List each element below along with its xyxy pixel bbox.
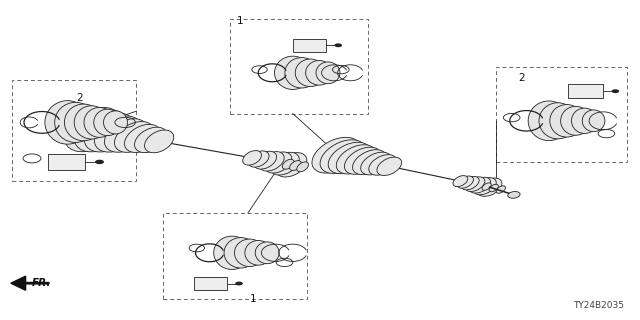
Ellipse shape bbox=[312, 137, 360, 173]
Ellipse shape bbox=[275, 56, 311, 89]
Ellipse shape bbox=[125, 124, 161, 153]
Ellipse shape bbox=[344, 147, 381, 174]
Ellipse shape bbox=[461, 176, 479, 190]
Ellipse shape bbox=[84, 108, 115, 137]
Ellipse shape bbox=[496, 186, 506, 193]
Ellipse shape bbox=[264, 152, 292, 173]
Ellipse shape bbox=[248, 151, 269, 167]
Bar bbox=[12, 80, 136, 181]
Ellipse shape bbox=[508, 192, 520, 198]
Bar bbox=[49, 154, 86, 170]
Ellipse shape bbox=[572, 108, 598, 133]
Ellipse shape bbox=[457, 176, 474, 188]
Bar bbox=[568, 84, 604, 99]
Ellipse shape bbox=[539, 103, 577, 139]
Ellipse shape bbox=[65, 108, 121, 152]
Ellipse shape bbox=[489, 184, 499, 192]
Ellipse shape bbox=[469, 177, 490, 193]
Bar bbox=[496, 67, 627, 162]
Ellipse shape bbox=[289, 161, 301, 171]
Ellipse shape bbox=[336, 145, 376, 174]
Ellipse shape bbox=[328, 142, 371, 174]
Ellipse shape bbox=[224, 237, 257, 268]
Ellipse shape bbox=[74, 110, 128, 152]
Ellipse shape bbox=[297, 162, 308, 172]
Circle shape bbox=[236, 282, 243, 285]
Polygon shape bbox=[11, 276, 26, 290]
Ellipse shape bbox=[377, 157, 402, 175]
Ellipse shape bbox=[65, 104, 102, 141]
Ellipse shape bbox=[104, 111, 127, 134]
Ellipse shape bbox=[369, 155, 396, 175]
Ellipse shape bbox=[295, 59, 326, 86]
Bar bbox=[193, 277, 227, 290]
Ellipse shape bbox=[353, 150, 386, 175]
Bar bbox=[292, 38, 326, 52]
Ellipse shape bbox=[453, 176, 468, 187]
Ellipse shape bbox=[276, 153, 307, 177]
Ellipse shape bbox=[45, 100, 90, 144]
Circle shape bbox=[612, 89, 620, 93]
Text: TY24B2035: TY24B2035 bbox=[573, 301, 624, 310]
Ellipse shape bbox=[115, 122, 154, 152]
Ellipse shape bbox=[482, 183, 492, 190]
Ellipse shape bbox=[528, 101, 570, 141]
Ellipse shape bbox=[94, 109, 121, 136]
Ellipse shape bbox=[282, 159, 294, 169]
Ellipse shape bbox=[316, 62, 340, 84]
FancyArrowPatch shape bbox=[17, 280, 49, 286]
Ellipse shape bbox=[550, 105, 584, 137]
Ellipse shape bbox=[104, 119, 147, 152]
Ellipse shape bbox=[473, 178, 496, 195]
Ellipse shape bbox=[84, 113, 134, 152]
Text: 1: 1 bbox=[237, 16, 243, 26]
Ellipse shape bbox=[243, 151, 262, 165]
Ellipse shape bbox=[234, 239, 265, 267]
Ellipse shape bbox=[320, 140, 365, 173]
Ellipse shape bbox=[285, 58, 318, 88]
Bar bbox=[230, 19, 368, 114]
Bar bbox=[163, 213, 307, 299]
Ellipse shape bbox=[270, 152, 300, 175]
Text: FR.: FR. bbox=[32, 277, 51, 288]
Text: 2: 2 bbox=[77, 92, 83, 103]
Circle shape bbox=[335, 43, 342, 47]
Ellipse shape bbox=[134, 127, 167, 153]
Ellipse shape bbox=[582, 110, 605, 132]
Ellipse shape bbox=[477, 178, 502, 196]
Ellipse shape bbox=[561, 106, 591, 135]
Text: 2: 2 bbox=[518, 73, 525, 84]
Circle shape bbox=[95, 160, 104, 164]
Ellipse shape bbox=[245, 241, 272, 265]
Ellipse shape bbox=[145, 130, 173, 153]
Ellipse shape bbox=[95, 116, 141, 152]
Ellipse shape bbox=[74, 106, 109, 139]
Ellipse shape bbox=[214, 236, 250, 269]
Ellipse shape bbox=[54, 102, 97, 142]
Ellipse shape bbox=[259, 152, 284, 171]
Ellipse shape bbox=[306, 60, 333, 85]
Ellipse shape bbox=[255, 242, 279, 264]
Ellipse shape bbox=[465, 177, 485, 191]
Ellipse shape bbox=[253, 151, 276, 169]
Text: 1: 1 bbox=[250, 294, 256, 304]
Ellipse shape bbox=[361, 152, 391, 175]
